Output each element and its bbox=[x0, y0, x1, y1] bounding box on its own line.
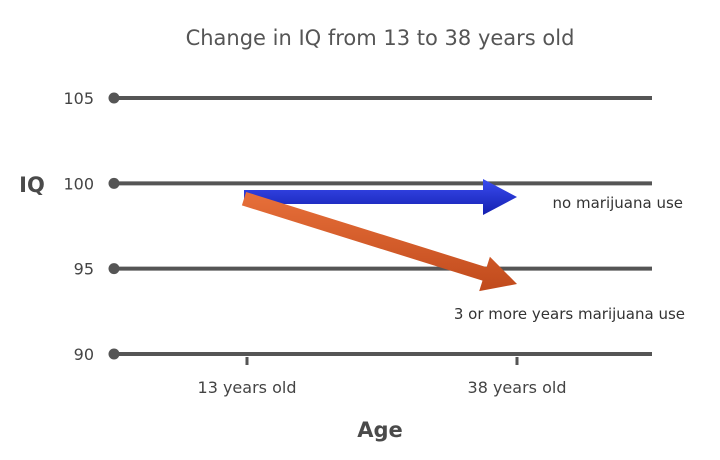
y-tick-dot-90 bbox=[108, 348, 120, 360]
y-tick-label-100: 100 bbox=[63, 174, 94, 193]
x-tick-label-0: 13 years old bbox=[198, 378, 297, 397]
chart-title: Change in IQ from 13 to 38 years old bbox=[186, 26, 575, 50]
y-tick-dot-105 bbox=[108, 92, 120, 104]
series-label-0: no marijuana use bbox=[553, 194, 683, 212]
series-arrow-0 bbox=[244, 179, 517, 215]
y-axis-label: IQ bbox=[19, 173, 45, 197]
x-tick-layer: 13 years old 38 years old bbox=[198, 357, 567, 397]
y-tick-dot-100 bbox=[108, 177, 120, 189]
x-tick-label-1: 38 years old bbox=[468, 378, 567, 397]
y-tick-dot-95 bbox=[108, 263, 120, 275]
x-axis-label: Age bbox=[357, 418, 403, 442]
series-label-1: 3 or more years marijuana use bbox=[454, 305, 685, 323]
y-tick-label-90: 90 bbox=[74, 345, 94, 364]
y-tick-label-95: 95 bbox=[74, 260, 94, 279]
series-layer bbox=[241, 179, 517, 292]
series-annotations: no marijuana use 3 or more years marijuan… bbox=[454, 194, 685, 323]
series-arrow-1 bbox=[241, 192, 517, 292]
grid-layer bbox=[108, 92, 652, 360]
y-tick-labels: 105 100 95 90 bbox=[63, 89, 94, 364]
y-tick-label-105: 105 bbox=[63, 89, 94, 108]
